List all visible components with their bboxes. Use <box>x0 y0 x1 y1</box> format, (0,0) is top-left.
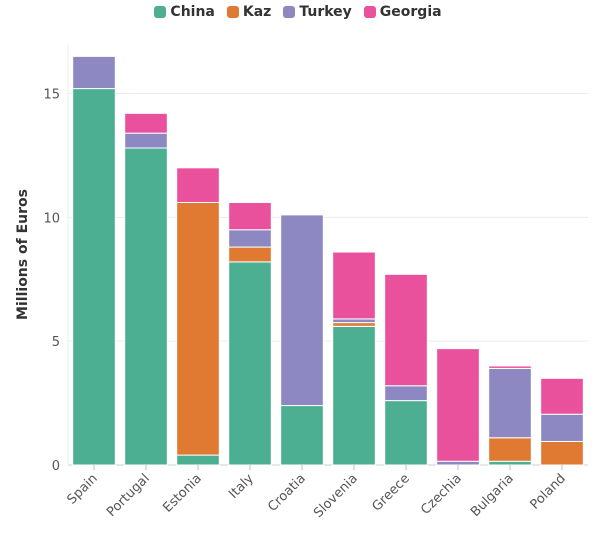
bar-czechia-georgia[interactable] <box>436 348 480 462</box>
bar-greece-china[interactable] <box>384 400 428 466</box>
bar-poland-georgia[interactable] <box>540 377 584 415</box>
legend-swatch-kaz <box>226 6 239 18</box>
x-tick-label: Poland <box>528 471 569 512</box>
x-tick-label: Bulgaria <box>468 471 517 520</box>
x-tick-label: Spain <box>65 471 101 507</box>
bar-slovenia-georgia[interactable] <box>332 251 376 320</box>
legend-label-turkey: Turkey <box>299 4 352 20</box>
legend-item-georgia[interactable]: Georgia <box>363 4 442 20</box>
bar-bulgaria-georgia[interactable] <box>488 365 532 369</box>
bar-czechia-turkey[interactable] <box>436 460 480 466</box>
x-tick-label: Croatia <box>265 471 309 515</box>
bar-slovenia-turkey[interactable] <box>332 318 376 324</box>
legend-item-kaz[interactable]: Kaz <box>226 4 272 20</box>
bar-bulgaria-turkey[interactable] <box>488 367 532 439</box>
x-tick-label: Greece <box>369 471 412 514</box>
legend-label-kaz: Kaz <box>242 4 272 20</box>
bar-portugal-china[interactable] <box>124 147 168 466</box>
legend-item-turkey[interactable]: Turkey <box>283 4 352 20</box>
x-tick-label: Italy <box>226 471 257 502</box>
y-tick-label: 10 <box>43 211 60 226</box>
bar-estonia-kaz[interactable] <box>176 201 220 456</box>
bar-greece-turkey[interactable] <box>384 385 428 402</box>
bar-croatia-china[interactable] <box>280 405 324 466</box>
bar-slovenia-kaz[interactable] <box>332 322 376 327</box>
bar-estonia-georgia[interactable] <box>176 167 220 203</box>
bar-bulgaria-china[interactable] <box>488 460 532 466</box>
bar-slovenia-china[interactable] <box>332 325 376 466</box>
bar-italy-georgia[interactable] <box>228 201 272 231</box>
y-tick-label: 15 <box>43 88 60 103</box>
y-tick-label: 0 <box>52 459 60 474</box>
bar-portugal-turkey[interactable] <box>124 132 168 149</box>
bar-italy-china[interactable] <box>228 261 272 466</box>
legend-swatch-georgia <box>363 6 376 18</box>
bar-estonia-china[interactable] <box>176 454 220 466</box>
legend-item-china[interactable]: China <box>154 4 215 20</box>
legend-label-china: China <box>170 4 215 20</box>
bar-italy-kaz[interactable] <box>228 246 272 263</box>
legend: China Kaz Turkey Georgia <box>0 4 596 20</box>
x-axis: Spain Portugal Estonia Italy Croatia Slovenia… <box>65 465 569 521</box>
legend-swatch-china <box>154 6 167 18</box>
y-tick-label: 5 <box>52 335 60 350</box>
x-tick-label: Portugal <box>104 471 153 520</box>
legend-label-georgia: Georgia <box>379 4 442 20</box>
x-tick-label: Slovenia <box>311 471 361 521</box>
bar-spain-turkey[interactable] <box>72 55 116 90</box>
y-axis: 0 5 10 15 <box>43 88 60 474</box>
bar-portugal-georgia[interactable] <box>124 112 168 134</box>
bar-croatia-turkey[interactable] <box>280 214 324 407</box>
x-tick-label: Czechia <box>418 471 465 518</box>
y-axis-title: Millions of Euros <box>15 189 31 320</box>
bar-italy-turkey[interactable] <box>228 229 272 248</box>
bars <box>72 55 584 466</box>
legend-swatch-turkey <box>283 6 296 18</box>
bar-spain-china[interactable] <box>72 88 116 466</box>
bar-bulgaria-kaz[interactable] <box>488 437 532 462</box>
bar-poland-kaz[interactable] <box>540 440 584 466</box>
bar-poland-turkey[interactable] <box>540 413 584 442</box>
x-tick-label: Estonia <box>160 471 204 515</box>
bar-greece-georgia[interactable] <box>384 273 428 387</box>
